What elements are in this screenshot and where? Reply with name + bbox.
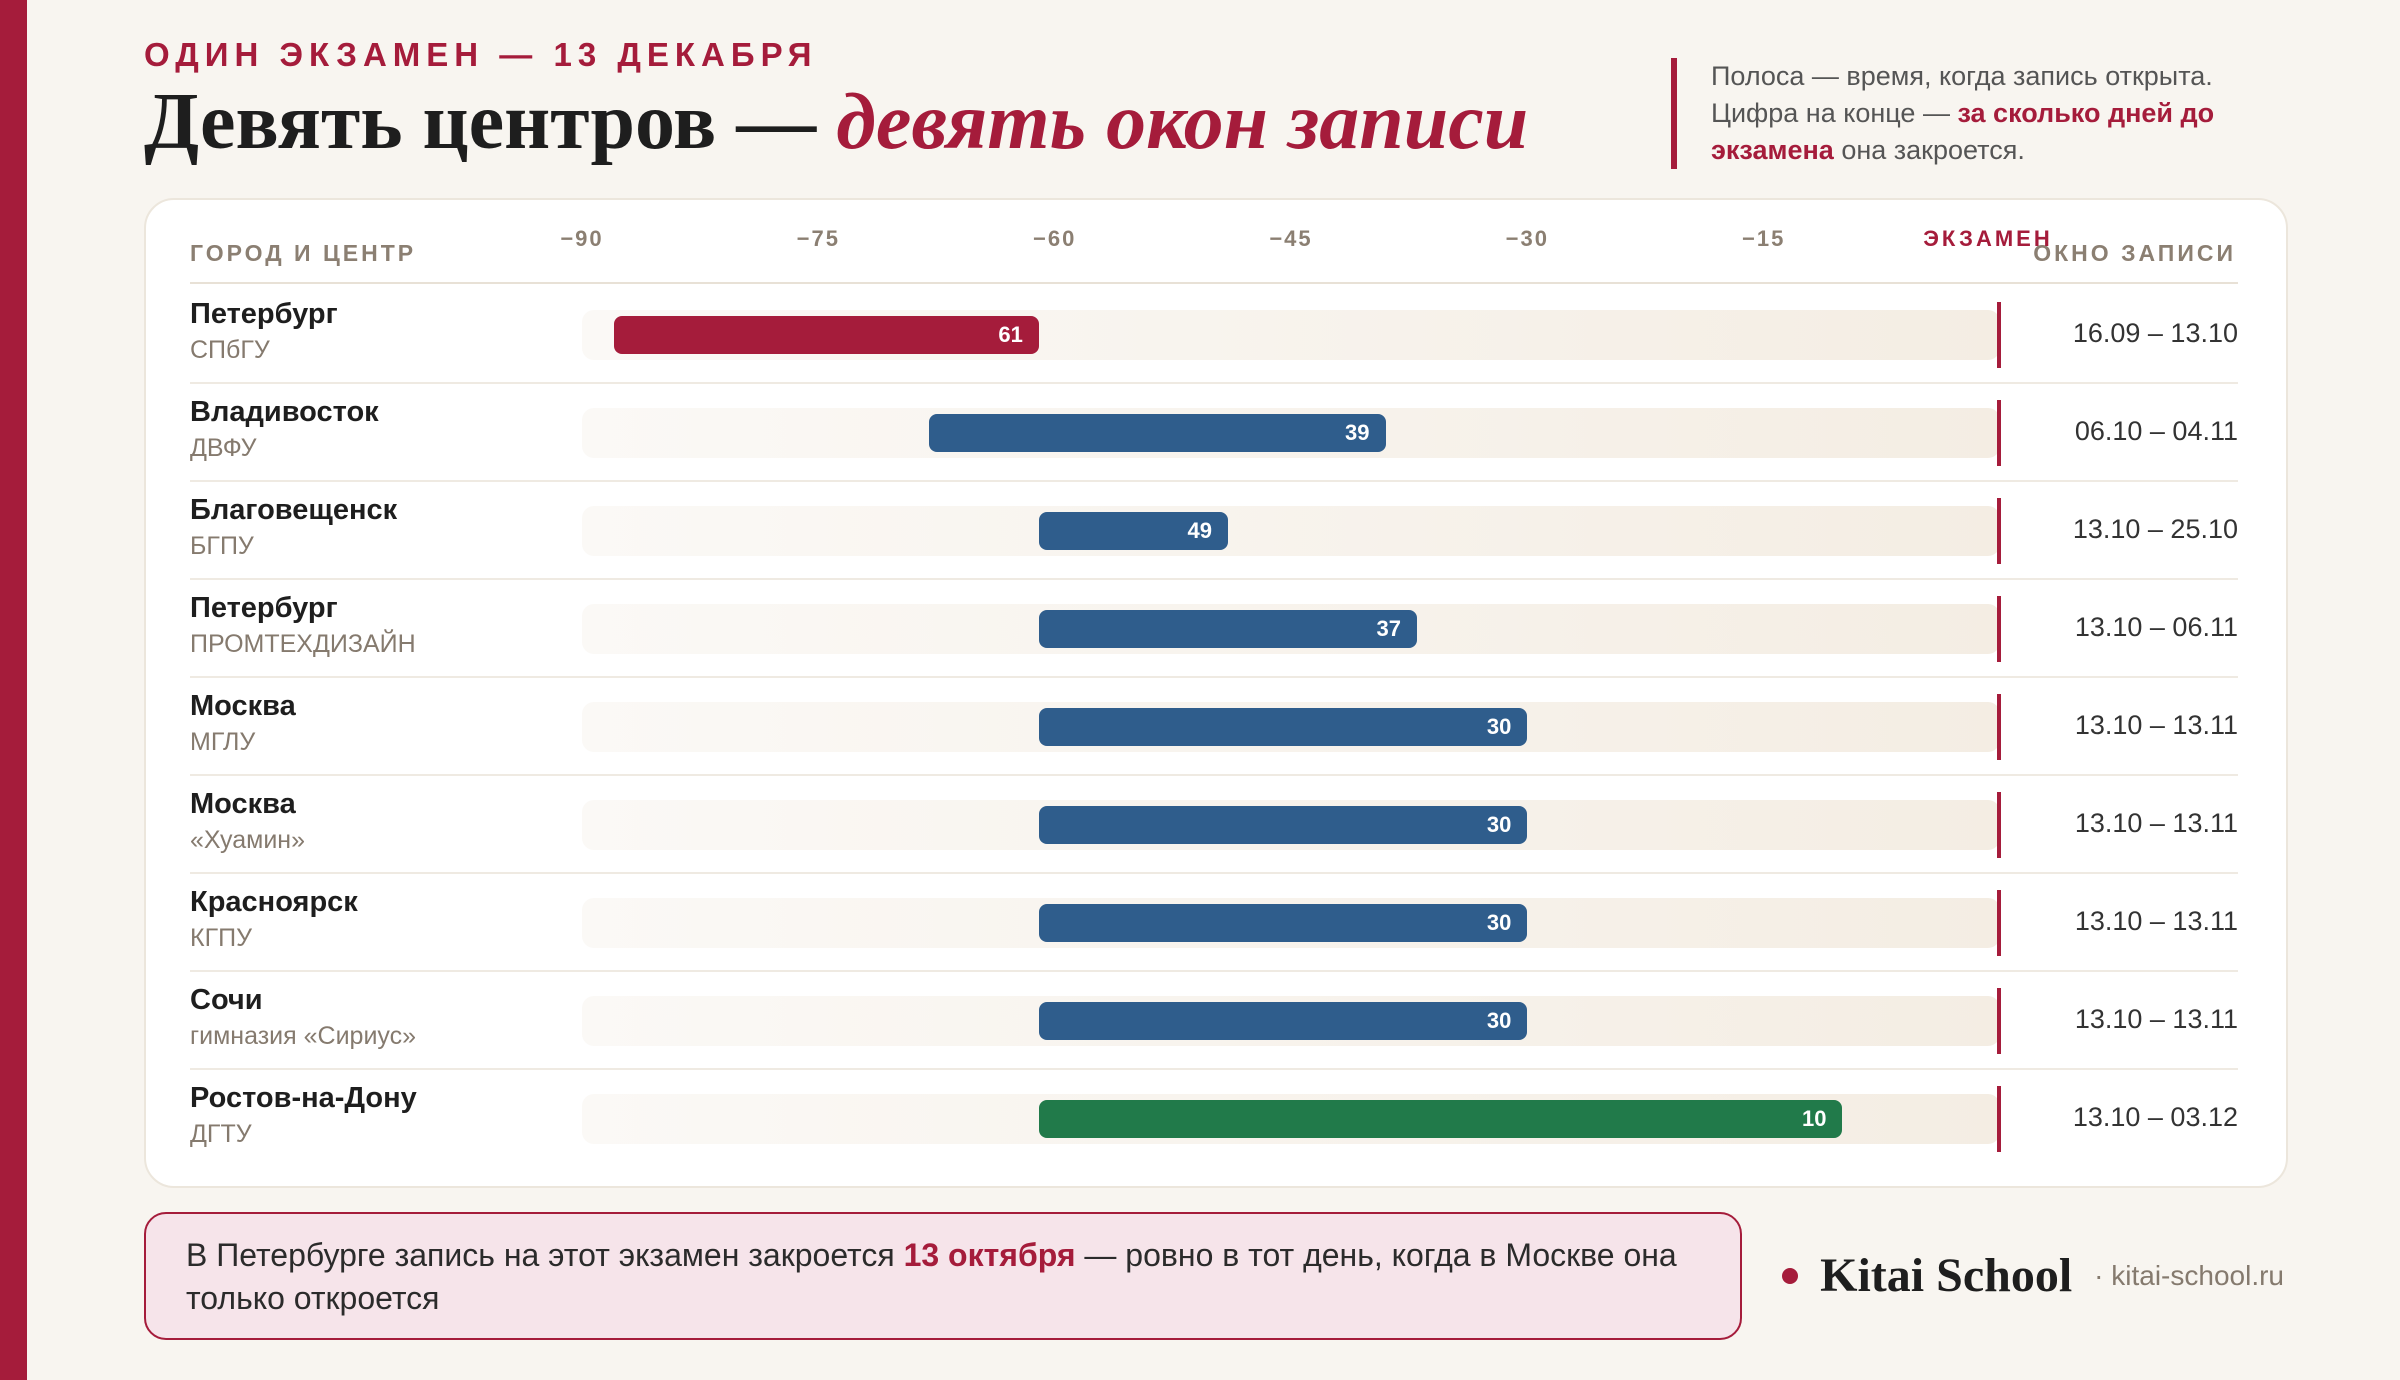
column-header-window: ОКНО ЗАПИСИ: [2033, 240, 2236, 266]
bar-value-label: 37: [1376, 616, 1402, 641]
chart-row: Красноярск КГПУ 30 13.10 – 13.11: [190, 872, 2238, 972]
row-dates: 13.10 – 13.11: [2074, 710, 2238, 740]
range-bar: 61: [613, 316, 1039, 354]
left-accent-stripe: [0, 0, 27, 1380]
brand: Kitai School · kitai-school.ru: [1782, 1248, 2284, 1303]
callout-highlight: 13 октября: [903, 1237, 1076, 1273]
chart-row: Петербург ПРОМТЕХДИЗАЙН 37 13.10 – 06.11: [190, 578, 2238, 678]
bar-value-label: 61: [998, 322, 1023, 347]
exam-marker-line: [1997, 694, 2001, 760]
brand-site: · kitai-school.ru: [2094, 1259, 2284, 1291]
brand-dot-icon: [1782, 1267, 1799, 1284]
chart-row: Москва МГЛУ 30 13.10 – 13.11: [190, 676, 2238, 776]
bar-value-label: 30: [1486, 812, 1512, 837]
bar-value-label: 10: [1801, 1106, 1827, 1131]
chart-row: Благовещенск БГПУ 49 13.10 – 25.10: [190, 480, 2238, 580]
row-dates: 13.10 – 25.10: [2072, 514, 2238, 544]
range-bar: 39: [928, 414, 1386, 452]
range-bar: 10: [1038, 1100, 1843, 1138]
exam-marker-line: [1997, 988, 2001, 1054]
row-center: СПбГУ: [190, 336, 270, 364]
chart-row: Москва «Хуамин» 30 13.10 – 13.11: [190, 774, 2238, 874]
exam-marker-line: [1997, 596, 2001, 662]
callout-box: В Петербурге запись на этот экзамен закр…: [144, 1212, 1742, 1340]
legend-note-plain: Цифра на конце —: [1711, 98, 1958, 128]
x-tick-label: −30: [1505, 226, 1549, 251]
exam-axis-label: ЭКЗАМЕН: [1923, 226, 2053, 251]
row-dates: 13.10 – 13.11: [2074, 906, 2238, 936]
callout-text-part1: В Петербурге запись на этот экзамен закр…: [186, 1237, 904, 1273]
bar-value-label: 49: [1187, 518, 1212, 543]
chart-row: Ростов-на-Дону ДГТУ 10 13.10 – 03.12: [190, 1068, 2238, 1166]
column-header-city: ГОРОД И ЦЕНТР: [190, 240, 417, 266]
bar-value-label: 30: [1486, 910, 1512, 935]
x-tick-label: −75: [796, 226, 840, 251]
range-bar: 49: [1038, 512, 1228, 550]
row-city: Красноярск: [190, 886, 358, 918]
row-city: Москва: [190, 788, 296, 820]
brand-name: Kitai School: [1820, 1249, 2073, 1302]
legend-note: Полоса — время, когда запись открыта. Ци…: [1671, 58, 2271, 169]
header-divider: [190, 282, 2238, 284]
row-center: ДГТУ: [190, 1120, 252, 1148]
row-dates: 13.10 – 13.11: [2074, 808, 2238, 838]
exam-marker-line: [1997, 1086, 2001, 1152]
row-city: Благовещенск: [190, 494, 398, 526]
chart-row: Сочи гимназия «Сириус» 30 13.10 – 13.11: [190, 970, 2238, 1070]
bar-track: [582, 506, 2000, 556]
row-dates: 06.10 – 04.11: [2074, 416, 2238, 446]
legend-note-tail: она закроется.: [1833, 135, 2025, 165]
legend-note-em: за сколько дней до экзамена: [1711, 98, 2215, 165]
x-tick-label: −60: [1032, 226, 1077, 251]
exam-marker-line: [1997, 498, 2001, 564]
row-city: Петербург: [190, 298, 338, 330]
row-city: Сочи: [190, 984, 263, 1016]
chart-row: Петербург СПбГУ 61 16.09 – 13.10: [190, 284, 2238, 384]
row-dates: 13.10 – 03.12: [2072, 1102, 2238, 1132]
range-bar: 30: [1038, 904, 1528, 942]
bar-value-label: 39: [1345, 420, 1370, 445]
callout-text-part2: — ровно в тот день, когда в Москве она т…: [186, 1237, 1677, 1316]
row-center: гимназия «Сириус»: [190, 1022, 417, 1050]
range-bar: 37: [1038, 610, 1418, 648]
x-tick-label: −90: [560, 226, 604, 251]
row-dates: 13.10 – 06.11: [2074, 612, 2238, 642]
page-title: Девять центров — девять окон записи: [144, 78, 1528, 166]
row-center: БГПУ: [190, 532, 254, 560]
legend-note-line2: Цифра на конце — за сколько дней до экза…: [1711, 95, 2271, 169]
chart-row: Владивосток ДВФУ 39 06.10 – 04.11: [190, 382, 2238, 482]
exam-marker-line: [1997, 890, 2001, 956]
row-center: ДВФУ: [190, 434, 257, 462]
row-city: Владивосток: [190, 396, 379, 428]
x-tick-label: −15: [1741, 226, 1786, 251]
title-plain: Девять центров —: [144, 78, 837, 166]
exam-marker-line: [1997, 400, 2001, 466]
row-dates: 13.10 – 13.11: [2074, 1004, 2238, 1034]
row-center: ПРОМТЕХДИЗАЙН: [190, 630, 416, 658]
kicker: ОДИН ЭКЗАМЕН — 13 ДЕКАБРЯ: [144, 36, 818, 73]
title-accent: девять окон записи: [836, 78, 1529, 166]
row-center: «Хуамин»: [190, 826, 306, 854]
row-city: Москва: [190, 690, 296, 722]
exam-marker-line: [1997, 792, 2001, 858]
row-city: Петербург: [190, 592, 338, 624]
bar-value-label: 30: [1486, 714, 1512, 739]
range-bar: 30: [1038, 1002, 1528, 1040]
x-tick-label: −45: [1269, 226, 1313, 251]
range-bar: 30: [1038, 708, 1528, 746]
bar-value-label: 30: [1486, 1008, 1512, 1033]
row-city: Ростов-на-Дону: [190, 1082, 417, 1114]
range-bar: 30: [1038, 806, 1528, 844]
row-center: МГЛУ: [190, 728, 256, 756]
row-center: КГПУ: [190, 924, 252, 952]
legend-note-line1: Полоса — время, когда запись открыта.: [1711, 61, 2213, 91]
exam-marker-line: [1997, 302, 2001, 368]
row-dates: 16.09 – 13.10: [2072, 318, 2238, 348]
